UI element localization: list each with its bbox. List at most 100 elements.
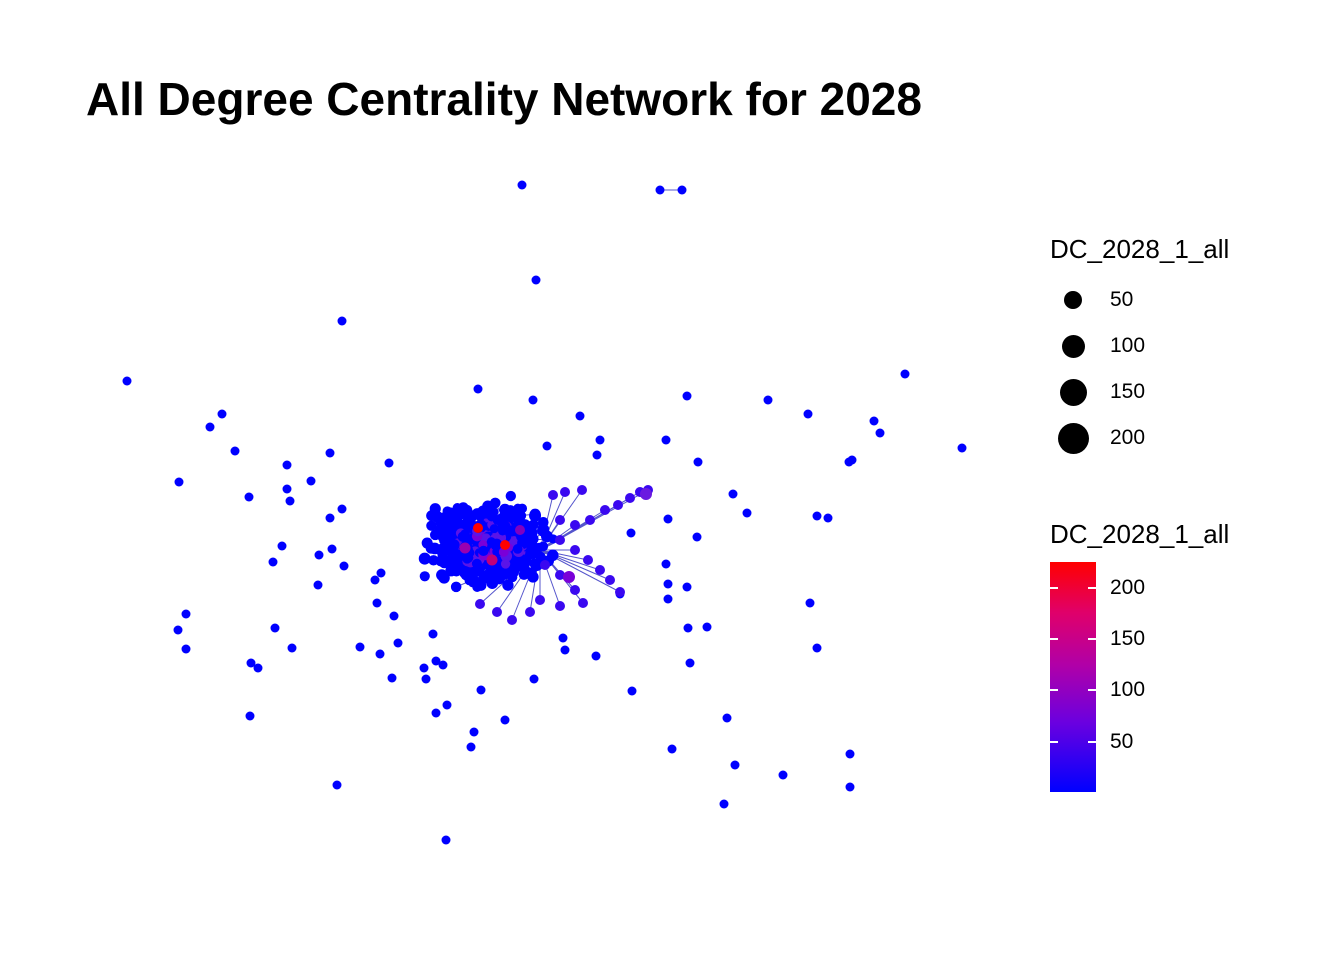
network-node [339,561,349,571]
network-node [585,515,595,525]
network-node [535,595,545,605]
network-node [560,645,570,655]
network-node [529,508,541,520]
network-node [181,644,191,654]
size-legend-key [1059,378,1087,406]
network-node [268,557,278,567]
network-node [577,485,587,495]
network-node [313,580,323,590]
network-node [575,411,585,421]
network-node [728,489,738,499]
network-node [805,598,815,608]
color-legend-label: 150 [1110,627,1146,650]
network-node [570,520,580,530]
network-node [528,548,539,559]
network-node [327,544,337,554]
network-node [555,601,565,611]
network-node [803,409,813,419]
network-node [270,623,280,633]
size-legend-label: 50 [1110,288,1134,311]
network-node [244,492,254,502]
network-node [528,395,538,405]
network-node [387,673,397,683]
size-legend-label: 200 [1110,426,1146,449]
network-node [531,275,541,285]
network-node [428,555,439,566]
network-hub-node [500,540,510,550]
network-node [500,715,510,725]
network-node [516,511,527,521]
network-node [730,760,740,770]
network-node [426,510,437,522]
network-node [506,525,518,536]
network-node [667,744,677,754]
network-node [445,523,457,535]
network-node [337,504,347,514]
network-node [393,638,403,648]
network-node [476,685,486,695]
network-node [181,609,191,619]
network-node [475,511,486,522]
network-node [685,658,695,668]
color-bar-tick [1050,586,1058,589]
network-node [306,476,316,486]
color-bar-tick [1050,638,1058,640]
network-node [613,500,623,510]
network-node [812,643,822,653]
color-legend-label: 200 [1110,575,1146,599]
color-bar-tick [1088,586,1096,589]
network-node [418,552,431,565]
network-node [492,607,502,617]
size-legend-key [1061,334,1085,358]
network-node [560,487,570,497]
network-node [692,532,702,542]
network-node [663,579,673,589]
network-node [509,536,519,546]
network-node [246,658,256,668]
network-node [478,545,489,557]
color-bar-tick [1050,740,1058,743]
network-node [591,651,601,661]
network-node [473,384,483,394]
network-node [548,490,558,500]
network-node [466,742,476,752]
network-node [518,569,530,580]
network-node [332,780,342,790]
network-node [217,409,227,419]
network-node [426,520,437,531]
network-node [429,529,441,541]
network-node [558,633,568,643]
network-node [475,599,485,609]
network-node [287,643,297,653]
network-node [682,391,692,401]
network-hub-node [515,525,525,535]
network-node [435,516,448,528]
network-node [517,503,528,514]
network-node [536,524,549,537]
network-node [507,615,517,625]
network-node [663,514,673,524]
network-node [540,560,550,570]
network-node [389,611,399,621]
size-legend-label: 150 [1110,380,1146,403]
network-node [122,376,132,386]
network-node [693,457,703,467]
network-node [452,552,462,562]
network-node [663,594,673,604]
size-legend-label: 100 [1110,334,1146,357]
network-node [555,570,565,580]
color-legend-label: 50 [1110,729,1134,753]
color-legend-label: 100 [1110,678,1146,702]
network-node [497,526,508,536]
color-bar-tick [1088,740,1096,743]
network-node [492,515,503,526]
network-node [527,528,538,539]
network-node [489,497,501,509]
network-node [600,505,610,515]
network-node [441,835,451,845]
network-node [277,541,287,551]
network-node [438,572,450,584]
network-node [174,477,184,487]
network-node [337,316,347,326]
